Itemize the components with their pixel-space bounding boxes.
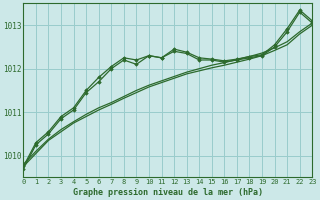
X-axis label: Graphe pression niveau de la mer (hPa): Graphe pression niveau de la mer (hPa) [73,188,263,197]
